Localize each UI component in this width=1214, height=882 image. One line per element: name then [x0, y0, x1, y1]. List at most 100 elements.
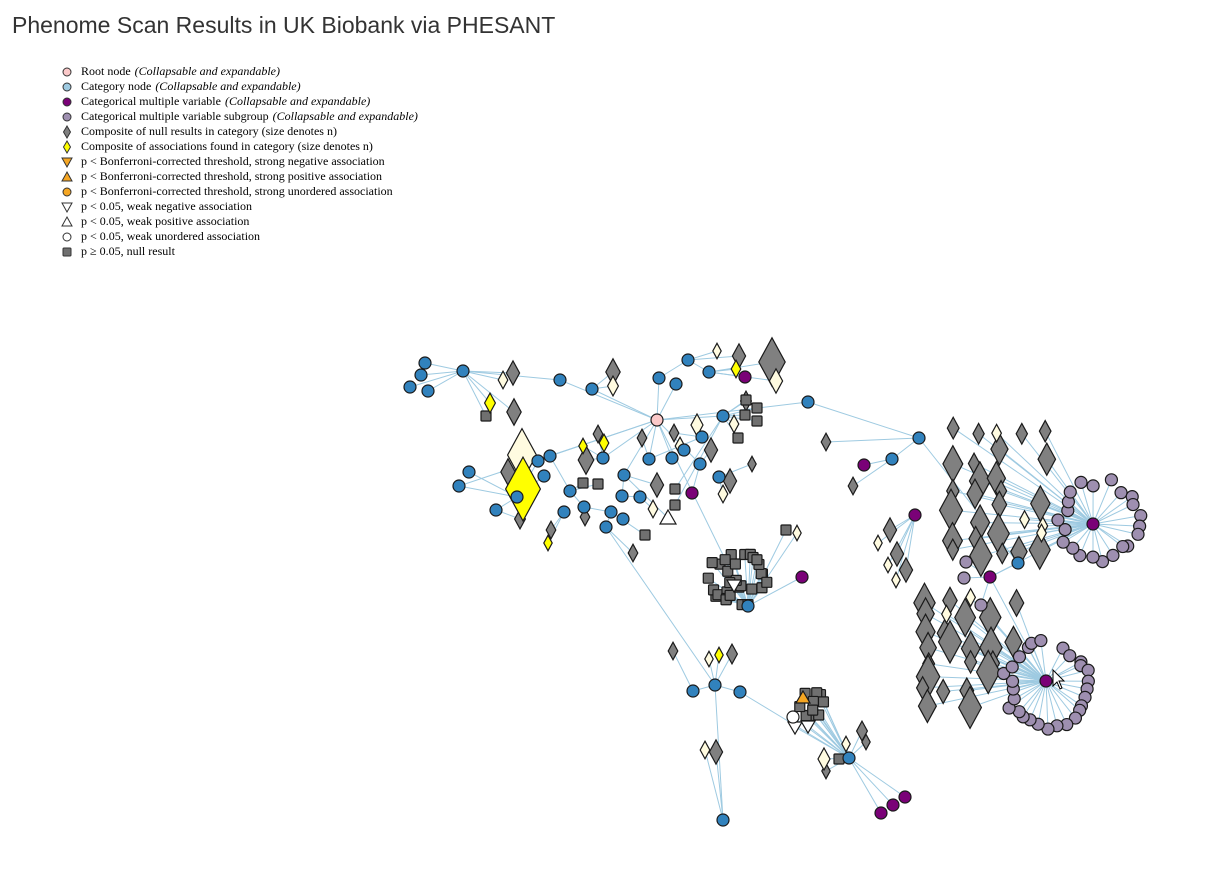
- null-result-node[interactable]: [669, 499, 681, 511]
- null-composite-node[interactable]: [1037, 441, 1057, 477]
- null-composite-node[interactable]: [1008, 588, 1025, 618]
- category-node[interactable]: [531, 454, 545, 468]
- categorical-multiple-node[interactable]: [898, 790, 912, 804]
- subgroup-node[interactable]: [1005, 660, 1019, 674]
- association-composite-node[interactable]: [606, 374, 620, 398]
- association-composite-node[interactable]: [704, 650, 714, 668]
- subgroup-node[interactable]: [1074, 475, 1088, 489]
- subgroup-node[interactable]: [1068, 711, 1083, 725]
- association-composite-node[interactable]: [1019, 509, 1031, 530]
- association-composite-node[interactable]: [873, 534, 883, 552]
- null-result-node[interactable]: [746, 583, 758, 595]
- subgroup-node[interactable]: [1066, 541, 1080, 555]
- null-composite-node[interactable]: [725, 642, 739, 666]
- category-node[interactable]: [414, 368, 428, 382]
- category-node[interactable]: [665, 451, 679, 465]
- null-result-node[interactable]: [751, 554, 763, 566]
- null-composite-node[interactable]: [722, 467, 738, 495]
- association-composite-node[interactable]: [728, 413, 740, 435]
- null-result-node[interactable]: [740, 394, 752, 406]
- category-node[interactable]: [702, 365, 716, 379]
- category-node[interactable]: [557, 505, 571, 519]
- subgroup-node[interactable]: [1056, 535, 1070, 549]
- null-composite-node[interactable]: [703, 436, 719, 464]
- subgroup-node[interactable]: [974, 598, 988, 612]
- categorical-multiple-node[interactable]: [685, 486, 699, 500]
- category-node[interactable]: [633, 490, 647, 504]
- null-result-node[interactable]: [592, 478, 604, 490]
- null-result-node[interactable]: [807, 704, 819, 716]
- association-composite-node[interactable]: [841, 735, 851, 753]
- association-composite-node[interactable]: [1036, 522, 1048, 544]
- category-node[interactable]: [585, 382, 599, 396]
- category-node[interactable]: [462, 465, 476, 479]
- null-result-node[interactable]: [706, 557, 718, 569]
- null-result-node[interactable]: [780, 524, 792, 536]
- null-composite-node[interactable]: [1015, 422, 1029, 446]
- null-composite-node[interactable]: [649, 471, 665, 499]
- category-node[interactable]: [403, 380, 417, 394]
- category-node[interactable]: [421, 384, 435, 398]
- categorical-multiple-node[interactable]: [857, 458, 871, 472]
- null-composite-node[interactable]: [747, 455, 757, 473]
- categorical-multiple-node[interactable]: [983, 570, 997, 584]
- null-result-node[interactable]: [480, 410, 492, 422]
- null-result-node[interactable]: [729, 558, 741, 570]
- category-node[interactable]: [543, 449, 557, 463]
- null-composite-node[interactable]: [917, 688, 938, 724]
- association-composite-node[interactable]: [578, 437, 588, 455]
- subgroup-node[interactable]: [1051, 513, 1065, 527]
- association-composite-node[interactable]: [717, 483, 729, 505]
- null-result-node[interactable]: [732, 432, 744, 444]
- category-node[interactable]: [686, 684, 700, 698]
- null-result-node[interactable]: [751, 402, 763, 414]
- association-composite-node[interactable]: [817, 746, 831, 772]
- association-composite-node[interactable]: [483, 391, 497, 415]
- null-composite-node[interactable]: [990, 432, 1009, 467]
- category-node[interactable]: [912, 431, 926, 445]
- category-node[interactable]: [596, 451, 610, 465]
- null-composite-node[interactable]: [889, 540, 905, 568]
- null-composite-node[interactable]: [963, 649, 978, 675]
- subgroup-node[interactable]: [1012, 650, 1027, 664]
- category-node[interactable]: [695, 430, 709, 444]
- null-composite-node[interactable]: [898, 556, 914, 584]
- category-node[interactable]: [616, 512, 630, 526]
- null-composite-node[interactable]: [636, 427, 648, 449]
- category-node[interactable]: [842, 751, 856, 765]
- categorical-multiple-node[interactable]: [908, 508, 922, 522]
- null-composite-node[interactable]: [579, 506, 591, 528]
- null-composite-node[interactable]: [506, 397, 522, 427]
- subgroup-node[interactable]: [1086, 550, 1100, 564]
- null-composite-node[interactable]: [708, 738, 724, 766]
- category-node[interactable]: [599, 520, 613, 534]
- association-composite-node[interactable]: [699, 739, 711, 761]
- category-node[interactable]: [1011, 556, 1025, 570]
- null-composite-node[interactable]: [946, 416, 960, 441]
- association-composite-node[interactable]: [768, 367, 784, 395]
- category-node[interactable]: [741, 599, 755, 613]
- weak-negative-node[interactable]: [799, 720, 817, 735]
- null-result-node[interactable]: [669, 483, 681, 495]
- null-composite-node[interactable]: [946, 537, 960, 562]
- association-composite-node[interactable]: [792, 524, 802, 542]
- null-composite-node[interactable]: [820, 431, 832, 453]
- category-node[interactable]: [716, 409, 730, 423]
- subgroup-node[interactable]: [1116, 539, 1130, 554]
- category-node[interactable]: [677, 443, 691, 457]
- null-composite-node[interactable]: [667, 640, 679, 662]
- categorical-multiple-node[interactable]: [1086, 517, 1100, 531]
- category-node[interactable]: [553, 373, 567, 387]
- association-composite-node[interactable]: [714, 646, 724, 664]
- subgroup-node[interactable]: [1104, 473, 1119, 487]
- subgroup-node[interactable]: [1063, 485, 1077, 499]
- null-composite-node[interactable]: [935, 678, 951, 705]
- category-node[interactable]: [537, 469, 551, 483]
- category-node[interactable]: [681, 353, 695, 367]
- association-composite-node[interactable]: [504, 455, 542, 523]
- null-result-node[interactable]: [739, 409, 751, 421]
- category-node[interactable]: [615, 489, 629, 503]
- category-node[interactable]: [652, 371, 666, 385]
- category-node[interactable]: [885, 452, 899, 466]
